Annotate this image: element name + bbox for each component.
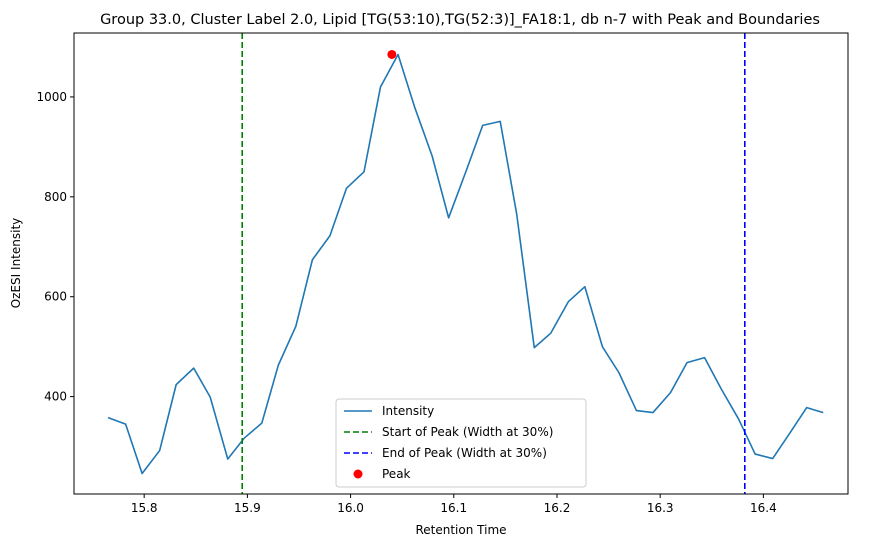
x-tick-label: 15.8	[131, 501, 158, 515]
legend-label: Intensity	[382, 404, 434, 418]
x-tick-label: 16.4	[750, 501, 777, 515]
x-tick-label: 16.1	[440, 501, 467, 515]
plot-frame	[73, 32, 849, 495]
y-tick-label: 800	[44, 190, 67, 204]
x-tick-label: 16.3	[647, 501, 674, 515]
chart-title: Group 33.0, Cluster Label 2.0, Lipid [TG…	[100, 12, 820, 28]
intensity-line	[107, 53, 824, 475]
y-tick-label: 1000	[36, 90, 67, 104]
x-tick-label: 16.2	[544, 501, 571, 515]
y-tick-label: 600	[44, 290, 67, 304]
legend-label: Peak	[382, 467, 411, 481]
legend-label: Start of Peak (Width at 30%)	[382, 425, 553, 439]
x-axis-label: Retention Time	[415, 523, 506, 537]
y-tick-label: 400	[44, 390, 67, 404]
y-axis-label: OzESI Intensity	[9, 218, 23, 309]
legend-swatch-peak	[353, 469, 363, 479]
legend: Intensity Start of Peak (Width at 30%) End…	[335, 398, 587, 488]
x-tick-label: 16.0	[337, 501, 364, 515]
y-axis-ticks: 400 600 800 1000	[36, 90, 74, 404]
x-axis-ticks: 15.8 15.9 16.0 16.1 16.2 16.3 16.4	[131, 494, 777, 515]
peak-point	[387, 49, 397, 59]
x-tick-label: 15.9	[234, 501, 261, 515]
legend-label: End of Peak (Width at 30%)	[382, 446, 547, 460]
legend-box	[335, 398, 587, 488]
chart-marks	[107, 33, 824, 494]
